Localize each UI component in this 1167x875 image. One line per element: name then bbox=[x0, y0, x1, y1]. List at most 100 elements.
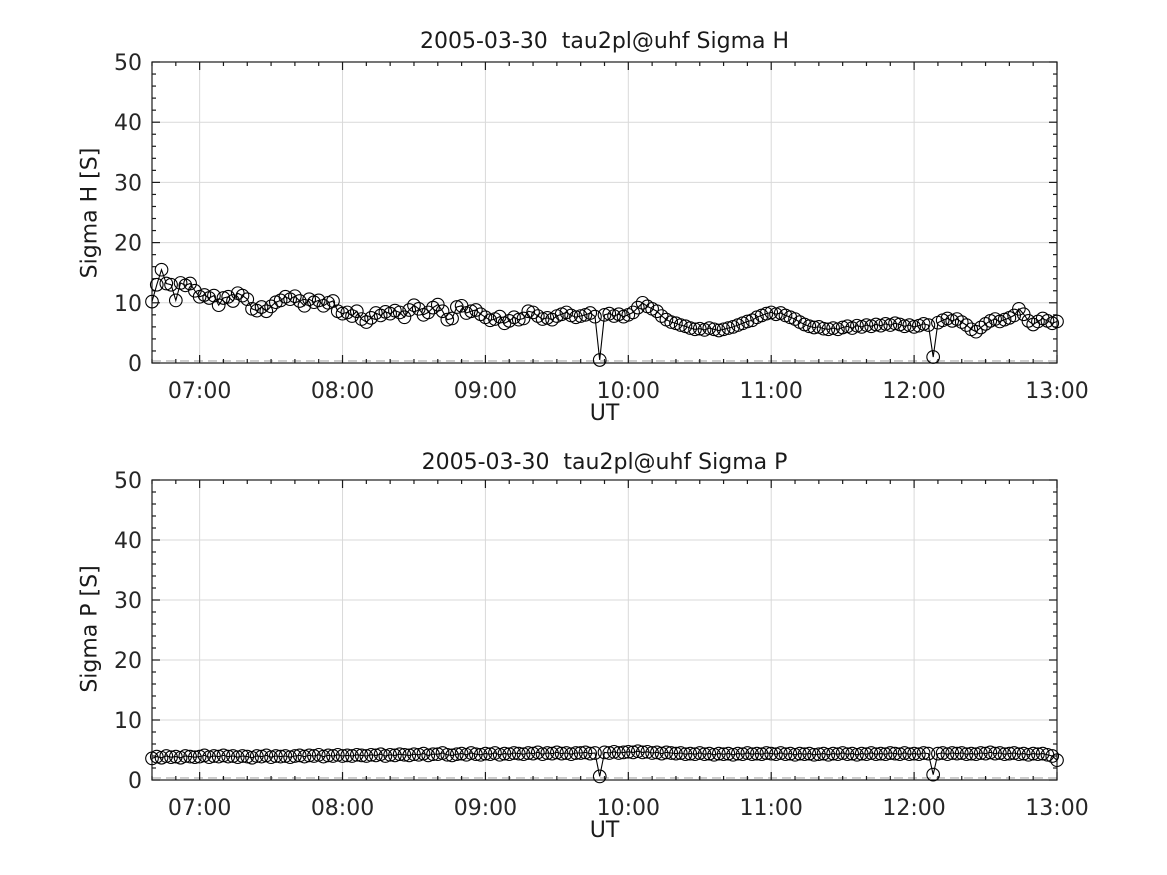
x-tick-label: 11:00 bbox=[740, 379, 803, 404]
data-point-marker bbox=[326, 749, 340, 763]
x-tick-label: 13:00 bbox=[1025, 379, 1088, 404]
data-point-marker bbox=[554, 746, 569, 761]
data-point-marker bbox=[878, 317, 893, 331]
data-point-marker bbox=[835, 320, 850, 335]
data-point-marker bbox=[288, 749, 302, 763]
data-point-marker bbox=[969, 747, 983, 762]
data-point-marker bbox=[464, 304, 478, 319]
data-point-marker bbox=[912, 747, 926, 762]
data-point-marker bbox=[349, 747, 364, 762]
data-point-marker bbox=[464, 746, 478, 760]
data-point-marker bbox=[788, 747, 802, 762]
data-point-marker bbox=[354, 748, 369, 763]
data-point-marker bbox=[235, 288, 250, 303]
data-point-marker bbox=[402, 748, 417, 763]
data-point-marker bbox=[469, 747, 483, 762]
data-point-marker bbox=[559, 746, 574, 760]
data-point-marker bbox=[345, 749, 359, 763]
data-point-marker bbox=[588, 309, 602, 324]
data-point-marker bbox=[854, 746, 869, 761]
data-point-marker bbox=[778, 747, 793, 762]
data-point-marker bbox=[1026, 746, 1041, 761]
data-point-marker bbox=[397, 310, 412, 325]
data-point-marker bbox=[369, 748, 383, 763]
data-point-marker bbox=[645, 746, 659, 760]
data-point-marker bbox=[597, 307, 612, 322]
data-point-marker bbox=[664, 746, 679, 760]
data-point-marker bbox=[211, 298, 226, 313]
data-point-marker bbox=[164, 750, 178, 765]
data-point-marker bbox=[469, 303, 483, 317]
data-point-marker bbox=[545, 746, 559, 761]
x-tick-label: 11:00 bbox=[740, 796, 803, 821]
data-point-marker bbox=[583, 746, 598, 761]
data-point-marker bbox=[807, 747, 821, 762]
data-point-marker bbox=[950, 746, 964, 761]
data-point-marker bbox=[1045, 749, 1060, 763]
data-point-marker bbox=[249, 303, 264, 318]
data-point-marker bbox=[316, 749, 331, 764]
data-point-marker bbox=[802, 746, 817, 761]
data-point-marker bbox=[721, 321, 736, 335]
data-point-marker bbox=[773, 746, 788, 760]
data-point-marker bbox=[630, 744, 645, 759]
data-point-marker bbox=[869, 317, 883, 332]
data-point-marker bbox=[373, 308, 388, 323]
y-tick-label: 0 bbox=[128, 769, 142, 794]
data-point-marker bbox=[945, 746, 960, 760]
data-point-marker bbox=[192, 749, 207, 764]
data-point-marker bbox=[978, 746, 993, 761]
data-point-marker bbox=[759, 746, 774, 760]
data-point-marker bbox=[297, 749, 312, 764]
data-point-marker bbox=[959, 318, 974, 332]
data-point-marker bbox=[969, 324, 983, 339]
data-point-marker bbox=[1035, 746, 1050, 761]
data-point-marker bbox=[688, 747, 702, 762]
data-point-marker bbox=[821, 322, 836, 337]
sigma-p-title: 2005-03-30 tau2pl@uhf Sigma P bbox=[421, 450, 788, 475]
data-point-marker bbox=[249, 749, 264, 763]
data-point-marker bbox=[726, 747, 740, 762]
data-point-marker bbox=[764, 746, 779, 761]
data-point-marker bbox=[921, 318, 936, 332]
data-point-marker bbox=[654, 746, 669, 761]
data-point-marker bbox=[483, 313, 498, 328]
data-point-marker bbox=[702, 746, 717, 761]
data-point-marker bbox=[421, 748, 436, 763]
data-point-marker bbox=[583, 306, 598, 320]
x-tick-label: 07:00 bbox=[168, 379, 231, 404]
x-tick-label: 12:00 bbox=[882, 796, 945, 821]
data-point-marker bbox=[392, 747, 407, 762]
data-point-marker bbox=[907, 746, 921, 761]
data-point-marker bbox=[540, 746, 555, 760]
data-point-marker bbox=[759, 306, 774, 321]
data-point-marker bbox=[826, 321, 840, 335]
x-tick-label: 10:00 bbox=[597, 379, 660, 404]
data-point-marker bbox=[850, 318, 864, 333]
data-point-marker bbox=[178, 749, 193, 763]
data-point-marker bbox=[216, 291, 231, 305]
data-point-marker bbox=[1007, 746, 1021, 760]
data-point-marker bbox=[807, 320, 821, 335]
data-point-marker bbox=[149, 277, 164, 292]
data-point-marker bbox=[435, 304, 450, 319]
data-point-marker bbox=[1012, 747, 1026, 762]
data-point-marker bbox=[388, 748, 402, 763]
sigma-h-x-axis-label: UT bbox=[589, 401, 620, 426]
x-tick-label: 13:00 bbox=[1025, 796, 1088, 821]
data-point-marker bbox=[411, 747, 426, 762]
data-point-marker bbox=[321, 748, 336, 763]
sigma-h-y-axis-label: Sigma H [S] bbox=[77, 147, 103, 279]
data-point-marker bbox=[769, 747, 783, 762]
data-point-marker bbox=[535, 312, 550, 326]
data-point-marker bbox=[626, 745, 640, 760]
axes-box bbox=[151, 479, 1058, 781]
data-point-marker bbox=[831, 747, 845, 762]
data-point-marker bbox=[821, 747, 836, 762]
data-point-marker bbox=[440, 747, 455, 762]
data-point-marker bbox=[940, 747, 955, 762]
y-tick-label: 10 bbox=[114, 292, 142, 317]
data-point-marker bbox=[183, 749, 197, 764]
data-point-marker bbox=[892, 747, 907, 762]
